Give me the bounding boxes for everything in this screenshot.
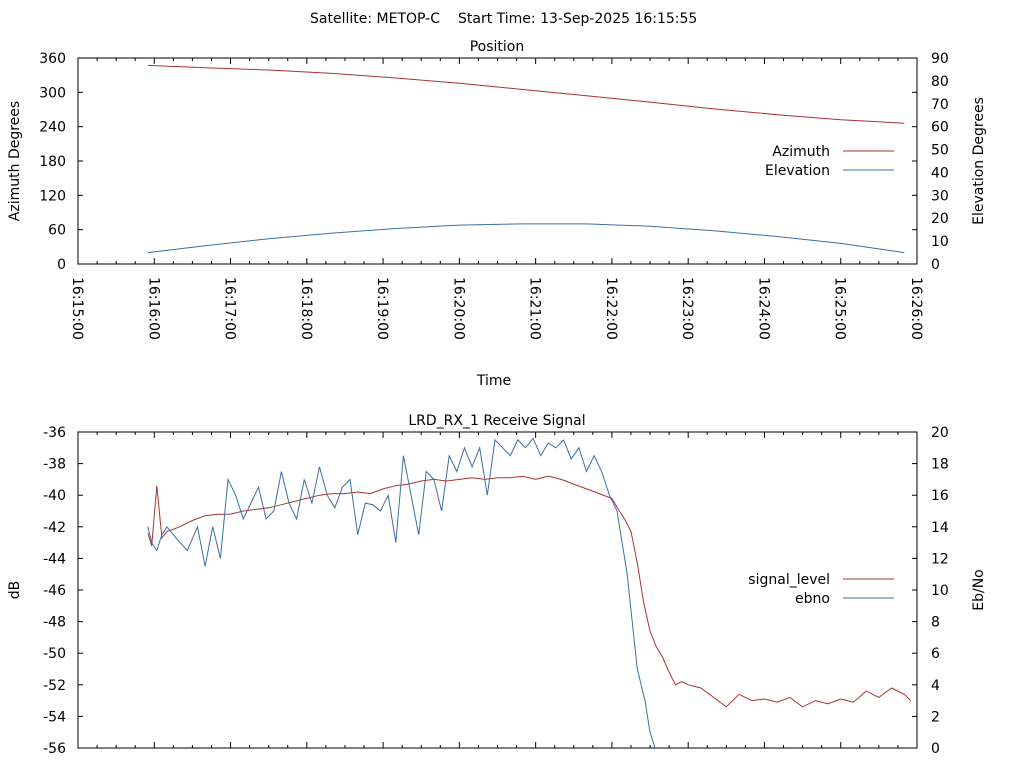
- y-tick-label: -54: [43, 709, 66, 725]
- legend-label-signal-level: signal_level: [748, 572, 830, 588]
- y-tick-label: 180: [39, 154, 66, 170]
- signal-legend: signal_level ebno: [748, 572, 894, 607]
- legend-label-ebno: ebno: [795, 591, 830, 607]
- start-time-title: Start Time: 13-Sep-2025 16:15:55: [458, 11, 697, 27]
- y2-tick-label: 4: [931, 678, 940, 694]
- y2-tick-label: 60: [931, 120, 949, 136]
- y-tick-label: -56: [43, 741, 66, 757]
- signal-right-axis: 0 2 4 6 8 10 12 14 16 18 20: [931, 425, 949, 757]
- position-time-axis: 16:15:00 16:16:00 16:17:00 16:18:00 16:19:00…: [69, 58, 924, 340]
- legend-label-azimuth: Azimuth: [772, 144, 830, 160]
- series-line-azimuth: [147, 64, 905, 124]
- x-tick-label: 16:21:00: [527, 277, 543, 340]
- y2-tick-label: 0: [931, 741, 940, 757]
- position-series: [147, 64, 905, 254]
- y2-tick-label: 80: [931, 74, 949, 90]
- y2-tick-label: 16: [931, 488, 949, 504]
- y-tick-label: 0: [57, 257, 66, 273]
- y2-tick-label: 10: [931, 583, 949, 599]
- position-xlabel: Time: [476, 373, 511, 389]
- x-tick-label: 16:25:00: [832, 277, 848, 340]
- y2-tick-label: 70: [931, 97, 949, 113]
- y-tick-label: -48: [43, 615, 66, 631]
- series-line-signal-level: [147, 475, 911, 708]
- position-left-axis: 0 60 120 180 240 300 360: [39, 51, 917, 273]
- y2-tick-label: 30: [931, 188, 949, 204]
- signal-chart: LRD_RX_1 Receive Signal -56-54-52-50-48-…: [7, 413, 987, 757]
- signal-ylabel: dB: [7, 581, 23, 600]
- y-tick-label: 60: [48, 223, 66, 239]
- y2-tick-label: 90: [931, 51, 949, 67]
- y-tick-label: 240: [39, 120, 66, 136]
- y-tick-label: 360: [39, 51, 66, 67]
- y-tick-label: -36: [43, 425, 66, 441]
- signal-plot-frame: [77, 431, 918, 749]
- y2-tick-label: 2: [931, 709, 940, 725]
- signal-left-axis: -56 -54 -52 -50 -48 -46 -44 -42 -40 -38 -36: [43, 425, 917, 757]
- y2-tick-label: 0: [931, 257, 940, 273]
- position-plot-frame: [77, 57, 918, 265]
- y2-tick-label: 40: [931, 165, 949, 181]
- signal-time-axis: [77, 432, 918, 748]
- x-tick-label: 16:17:00: [222, 277, 238, 340]
- position-y2label: Elevation Degrees: [971, 97, 987, 225]
- y-tick-label: -52: [43, 678, 66, 694]
- x-tick-label: 16:19:00: [374, 277, 390, 340]
- y-tick-label: -38: [43, 457, 66, 473]
- y-tick-label: -44: [43, 551, 66, 567]
- y-tick-label: 120: [39, 188, 66, 204]
- x-tick-label: 16:24:00: [755, 277, 771, 340]
- y-tick-label: -42: [43, 520, 66, 536]
- x-tick-label: 16:16:00: [145, 277, 161, 340]
- y2-tick-label: 50: [931, 143, 949, 159]
- x-tick-label: 16:22:00: [603, 277, 619, 340]
- y-tick-label: -46: [43, 583, 66, 599]
- position-legend: Azimuth Elevation: [765, 144, 894, 179]
- y2-tick-label: 18: [931, 457, 949, 473]
- position-right-axis: 0 10 20 30 40 50 60 70 80 90: [931, 51, 949, 273]
- x-tick-label: 16:26:00: [908, 277, 924, 340]
- y-tick-label: -40: [43, 488, 66, 504]
- position-ylabel: Azimuth Degrees: [7, 101, 23, 221]
- legend-label-elevation: Elevation: [765, 163, 830, 179]
- series-line-elevation: [147, 223, 905, 254]
- x-tick-label: 16:18:00: [298, 277, 314, 340]
- position-title: Position: [470, 39, 525, 55]
- x-tick-label: 16:23:00: [679, 277, 695, 340]
- y2-tick-label: 8: [931, 615, 940, 631]
- y2-tick-label: 12: [931, 551, 949, 567]
- x-tick-label: 16:15:00: [69, 277, 85, 340]
- y-tick-label: 300: [39, 85, 66, 101]
- y2-tick-label: 6: [931, 646, 940, 662]
- signal-series: [147, 437, 911, 749]
- y2-tick-label: 14: [931, 520, 949, 536]
- y2-tick-label: 10: [931, 234, 949, 250]
- x-tick-label: 16:20:00: [450, 277, 466, 340]
- signal-title: LRD_RX_1 Receive Signal: [408, 413, 585, 429]
- satellite-title: Satellite: METOP-C: [310, 11, 440, 27]
- y2-tick-label: 20: [931, 211, 949, 227]
- signal-y2label: Eb/No: [971, 569, 987, 611]
- position-chart: Position 0 60 120 180 240 300 360 0 10 20 30 40 50 6…: [7, 39, 987, 389]
- y-tick-label: -50: [43, 646, 66, 662]
- series-line-ebno: [147, 437, 656, 749]
- y2-tick-label: 20: [931, 425, 949, 441]
